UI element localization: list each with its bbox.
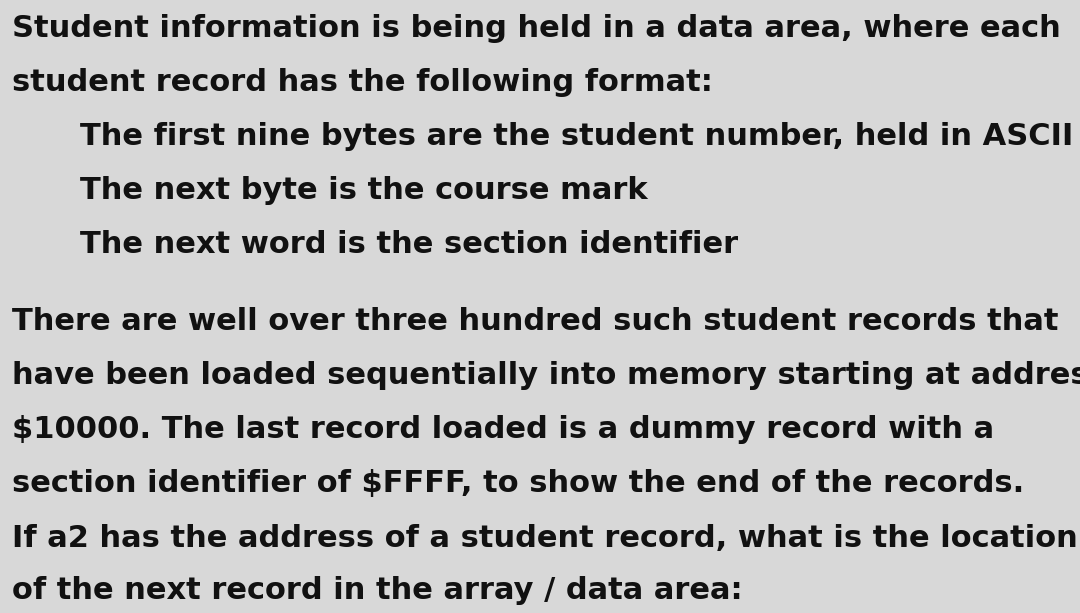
Text: If a2 has the address of a student record, what is the location: If a2 has the address of a student recor…: [12, 524, 1078, 553]
Text: of the next record in the array / data area:: of the next record in the array / data a…: [12, 576, 743, 605]
Text: have been loaded sequentially into memory starting at address: have been loaded sequentially into memor…: [12, 361, 1080, 390]
Text: The next byte is the course mark: The next byte is the course mark: [80, 176, 648, 205]
Text: section identifier of $FFFF, to show the end of the records.: section identifier of $FFFF, to show the…: [12, 469, 1024, 498]
Text: student record has the following format:: student record has the following format:: [12, 68, 713, 97]
Text: There are well over three hundred such student records that: There are well over three hundred such s…: [12, 307, 1058, 336]
Text: The next word is the section identifier: The next word is the section identifier: [80, 230, 738, 259]
Text: The first nine bytes are the student number, held in ASCII: The first nine bytes are the student num…: [80, 122, 1074, 151]
Text: Student information is being held in a data area, where each: Student information is being held in a d…: [12, 14, 1061, 43]
Text: $10000. The last record loaded is a dummy record with a: $10000. The last record loaded is a dumm…: [12, 415, 994, 444]
